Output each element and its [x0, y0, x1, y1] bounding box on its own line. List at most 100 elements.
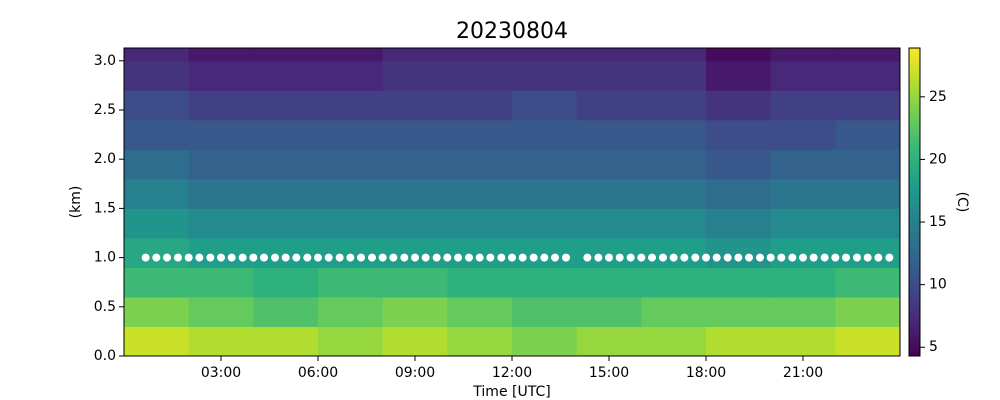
heatmap-cell: [188, 90, 254, 121]
heatmap-cell: [641, 326, 707, 357]
colorbar-segment: [909, 74, 920, 80]
colorbar-segment: [909, 136, 920, 141]
colorbar-segment: [909, 186, 920, 191]
marker: [206, 253, 215, 262]
heatmap-cell: [382, 326, 448, 357]
colorbar-segment: [909, 63, 920, 68]
y-tick-label: 3.0: [94, 53, 116, 69]
colorbar-tick-label: 10: [929, 277, 947, 293]
heatmap-cell: [641, 237, 707, 268]
marker: [669, 253, 678, 262]
heatmap-cell: [124, 60, 190, 91]
heatmap-cell: [576, 267, 642, 298]
marker: [809, 253, 818, 262]
heatmap-cell: [382, 267, 448, 298]
heatmap-cell: [706, 178, 772, 209]
heatmap-cell: [447, 60, 513, 91]
heatmap-cell: [318, 178, 384, 209]
heatmap-cell: [253, 178, 319, 209]
marker: [723, 253, 732, 262]
marker: [734, 253, 743, 262]
colorbar-segment: [909, 221, 920, 226]
marker: [852, 253, 861, 262]
marker: [648, 253, 657, 262]
marker: [152, 253, 161, 262]
colorbar-segment: [909, 228, 920, 234]
marker: [281, 253, 290, 262]
heatmap-cell: [770, 208, 836, 239]
heatmap-cell: [447, 48, 513, 62]
heatmap-cell: [124, 267, 190, 298]
marker: [551, 253, 560, 262]
heatmap-cell: [253, 48, 319, 62]
heatmap-cell: [318, 149, 384, 180]
heatmap-cell: [576, 48, 642, 62]
heatmap-cell: [835, 48, 901, 62]
heatmap-cell: [512, 149, 578, 180]
colorbar-segment: [909, 213, 920, 218]
marker: [745, 253, 754, 262]
colorbar-segment: [909, 90, 920, 95]
heatmap-cell: [512, 208, 578, 239]
marker: [400, 253, 409, 262]
heatmap-cell: [382, 237, 448, 268]
heatmap-cell: [706, 48, 772, 62]
heatmap-cell: [576, 326, 642, 357]
heatmap-cell: [835, 237, 901, 268]
heatmap-cell: [706, 208, 772, 239]
colorbar-segment: [909, 125, 920, 130]
heatmap-cell: [124, 90, 190, 121]
heatmap-cell: [188, 208, 254, 239]
heatmap-cell: [382, 119, 448, 150]
marker: [594, 253, 603, 262]
colorbar-segment: [909, 190, 920, 195]
heatmap-cell: [382, 90, 448, 121]
marker: [842, 253, 851, 262]
x-tick-label: 03:00: [201, 365, 241, 381]
colorbar-segment: [909, 67, 920, 72]
heatmap-cell: [253, 90, 319, 121]
heatmap-cell: [576, 178, 642, 209]
heatmap-cell: [188, 48, 254, 62]
heatmap-cell: [124, 296, 190, 327]
marker: [238, 253, 247, 262]
colorbar-segment: [909, 205, 920, 211]
colorbar-segment: [909, 244, 920, 249]
heatmap-cell: [447, 90, 513, 121]
colorbar-segment: [909, 155, 920, 161]
heatmap-cell: [835, 296, 901, 327]
x-tick-label: 12:00: [492, 365, 532, 381]
heatmap-cell: [835, 208, 901, 239]
heatmap-cell: [188, 60, 254, 91]
colorbar-tick-label: 25: [929, 89, 947, 105]
heatmap-cell: [835, 90, 901, 121]
heatmap-cell: [512, 90, 578, 121]
heatmap-cell: [188, 237, 254, 268]
heatmap-cell: [835, 119, 901, 150]
heatmap-cell: [706, 267, 772, 298]
heatmap-cell: [641, 90, 707, 121]
x-tick-label: 06:00: [298, 365, 338, 381]
heatmap-cell: [318, 267, 384, 298]
colorbar-segment: [909, 267, 920, 272]
marker: [486, 253, 495, 262]
heatmap-cell: [576, 296, 642, 327]
heatmap-cell: [188, 296, 254, 327]
marker: [141, 253, 150, 262]
heatmap-cell: [253, 60, 319, 91]
colorbar-segment: [909, 305, 920, 311]
marker: [292, 253, 301, 262]
heatmap-cell: [382, 296, 448, 327]
heatmap-cell: [253, 119, 319, 150]
marker: [766, 253, 775, 262]
colorbar-segment: [909, 159, 920, 164]
heatmap-cell: [770, 237, 836, 268]
marker: [777, 253, 786, 262]
heatmap-cell: [641, 149, 707, 180]
marker: [367, 253, 376, 262]
marker: [831, 253, 840, 262]
marker: [314, 253, 322, 262]
colorbar-segment: [909, 321, 920, 326]
colorbar-segment: [909, 232, 920, 238]
marker: [346, 253, 355, 262]
